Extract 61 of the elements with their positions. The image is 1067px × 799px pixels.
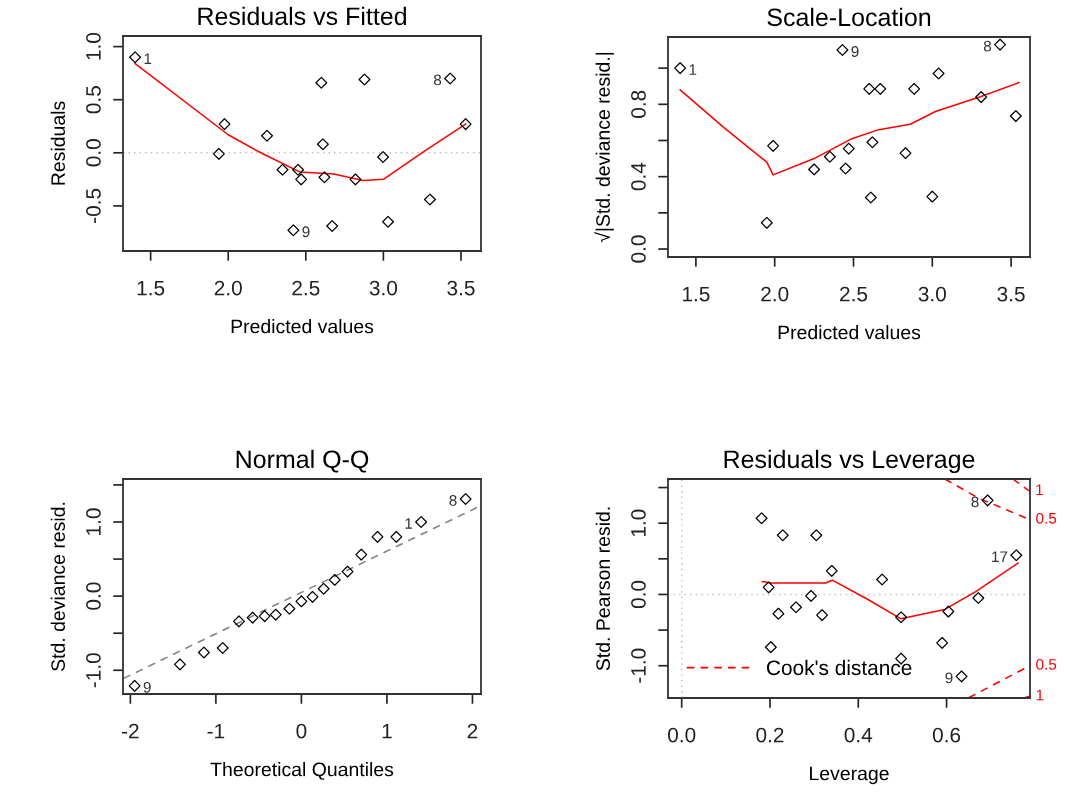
annotation: 8 xyxy=(971,496,979,508)
x-axis-title: Predicted values xyxy=(778,325,921,340)
chart-title: Normal Q-Q xyxy=(236,449,369,473)
annotation: 1 xyxy=(1036,484,1043,496)
y-tick-label: -1.0 xyxy=(86,653,101,688)
x-axis-title: Theoretical Quantiles xyxy=(210,762,394,780)
y-tick-label: 1.0 xyxy=(86,508,101,535)
annotation: 9 xyxy=(302,226,310,238)
x-tick-label: 2.5 xyxy=(840,286,868,302)
y-tick-label: 1.0 xyxy=(631,509,646,537)
annotation: 8 xyxy=(449,495,457,506)
y-tick-label: 0.0 xyxy=(86,582,101,610)
x-tick-label: 0.4 xyxy=(844,727,873,743)
annotation: 17 xyxy=(992,551,1008,562)
x-tick-label: -1 xyxy=(207,723,225,739)
x-tick-label: -2 xyxy=(122,723,139,739)
legend-label: Cook's distance xyxy=(766,659,912,676)
y-tick-label: -1.0 xyxy=(631,648,646,683)
x-tick-label: 1 xyxy=(382,723,392,739)
annotation: 1 xyxy=(405,518,413,529)
chart-title: Residuals vs Fitted xyxy=(198,6,406,26)
y-tick-label: 0.8 xyxy=(631,90,646,118)
y-tick-label: -0.5 xyxy=(86,188,101,223)
y-axis-title: Std. Pearson resid. xyxy=(595,507,611,671)
x-tick-label: 3.0 xyxy=(369,280,398,296)
annotation: 8 xyxy=(433,74,442,86)
x-tick-label: 2.0 xyxy=(214,280,242,296)
x-tick-label: 0.2 xyxy=(756,727,784,743)
annotation: 9 xyxy=(143,681,151,693)
chart-title: Scale-Location xyxy=(767,7,931,27)
y-tick-label: 0.0 xyxy=(86,139,101,167)
annotation: 9 xyxy=(851,46,859,57)
annotation: 1 xyxy=(144,53,152,64)
y-tick-label: 0.0 xyxy=(631,580,646,609)
x-axis-title: Leverage xyxy=(810,766,889,785)
annotation: 1 xyxy=(1036,689,1044,701)
annotation: 0.5 xyxy=(1036,659,1057,670)
x-tick-label: 1.5 xyxy=(137,280,165,296)
y-axis-title: √|Std. deviance resid.| xyxy=(594,52,614,243)
y-tick-label: 0.0 xyxy=(631,235,646,263)
x-tick-label: 2.0 xyxy=(761,286,789,302)
chart-title: Residuals vs Leverage xyxy=(724,449,975,474)
annotation: 1 xyxy=(689,64,697,75)
annotation: 9 xyxy=(945,672,953,684)
x-axis-title: Predicted values xyxy=(231,319,374,334)
x-tick-label: 1.5 xyxy=(683,286,710,302)
x-tick-label: 3.5 xyxy=(447,280,475,296)
annotation: 0.5 xyxy=(1036,512,1057,524)
x-tick-label: 2 xyxy=(467,723,478,739)
y-axis-title: Std. deviance resid. xyxy=(50,502,66,671)
y-tick-label: 0.5 xyxy=(86,86,101,114)
x-tick-label: 3.0 xyxy=(918,286,946,302)
y-tick-label: 0.4 xyxy=(631,162,646,191)
annotation: 8 xyxy=(983,40,992,52)
x-tick-label: 0.6 xyxy=(932,727,961,743)
y-axis-title: Residuals xyxy=(50,101,66,185)
x-tick-label: 0.0 xyxy=(668,727,696,743)
x-tick-label: 3.5 xyxy=(997,286,1025,302)
y-tick-label: 1.0 xyxy=(86,32,101,60)
x-tick-label: 0 xyxy=(296,723,307,739)
x-tick-label: 2.5 xyxy=(292,280,320,296)
